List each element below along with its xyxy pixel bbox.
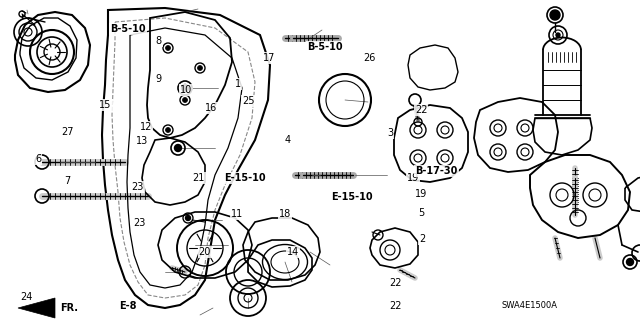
Text: 25: 25 [242, 96, 255, 107]
Circle shape [198, 65, 202, 70]
Text: SWA4E1500A: SWA4E1500A [502, 300, 558, 309]
Text: 18: 18 [278, 209, 291, 219]
Text: 15: 15 [99, 100, 112, 110]
Text: 3: 3 [387, 128, 394, 138]
Text: 19: 19 [406, 173, 419, 183]
Circle shape [186, 216, 191, 220]
Text: 13: 13 [136, 136, 148, 146]
Text: B-5-10: B-5-10 [307, 42, 343, 52]
Circle shape [182, 98, 188, 102]
Circle shape [182, 85, 189, 92]
Circle shape [166, 128, 170, 132]
Text: 22: 22 [389, 300, 402, 311]
Text: B-17-30: B-17-30 [415, 166, 458, 176]
Text: 26: 26 [364, 53, 376, 63]
Text: 9: 9 [156, 74, 162, 84]
Text: B-5-10: B-5-10 [110, 24, 146, 34]
Text: E-8: E-8 [119, 301, 137, 311]
Text: 19: 19 [415, 189, 428, 199]
Text: 17: 17 [262, 53, 275, 63]
Polygon shape [18, 298, 55, 318]
Text: 5: 5 [418, 208, 424, 218]
Circle shape [627, 258, 634, 265]
Text: 6: 6 [35, 154, 42, 164]
Text: 22: 22 [389, 278, 402, 288]
Text: 23: 23 [133, 218, 146, 228]
Text: 23: 23 [131, 182, 144, 192]
Text: E-15-10: E-15-10 [224, 173, 266, 183]
Text: 2: 2 [419, 234, 426, 244]
Circle shape [556, 33, 560, 37]
Circle shape [175, 145, 182, 152]
Text: 27: 27 [61, 127, 74, 137]
Text: 20: 20 [198, 247, 211, 257]
Text: 16: 16 [205, 103, 218, 114]
Text: 22: 22 [415, 105, 428, 115]
Text: 1: 1 [235, 78, 241, 89]
Text: E-15-10: E-15-10 [331, 192, 373, 202]
Text: 8: 8 [156, 36, 162, 46]
Text: 24: 24 [20, 292, 33, 302]
Text: 21: 21 [192, 173, 205, 183]
Text: 12: 12 [140, 122, 152, 132]
Circle shape [166, 46, 170, 50]
Text: FR.: FR. [60, 303, 78, 313]
Text: 10: 10 [179, 85, 192, 95]
Circle shape [550, 10, 560, 20]
Text: 7: 7 [64, 176, 70, 186]
Text: 11: 11 [230, 209, 243, 219]
Text: 14: 14 [287, 247, 300, 257]
Text: 4: 4 [285, 135, 291, 145]
